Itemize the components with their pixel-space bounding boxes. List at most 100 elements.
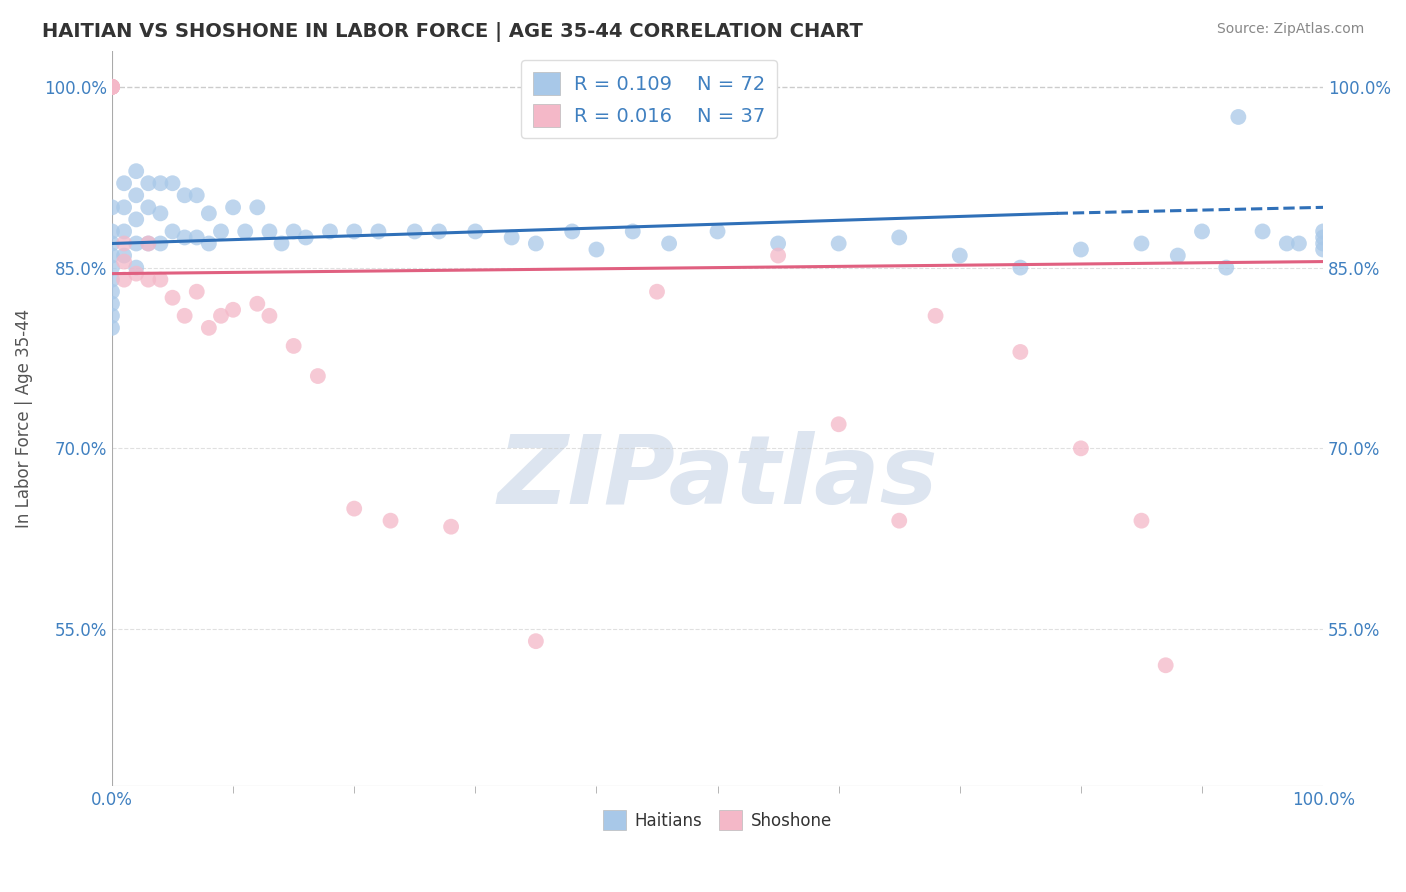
Point [1251, 224, 1274, 238]
Point [125, 236, 148, 251]
Text: HAITIAN VS SHOSHONE IN LABOR FORCE | AGE 35-44 CORRELATION CHART: HAITIAN VS SHOSHONE IN LABOR FORCE | AGE… [42, 22, 863, 42]
Point [645, 285, 668, 299]
Point [1010, 345, 1032, 359]
Point [766, 248, 789, 262]
Point [173, 188, 195, 202]
Point [307, 369, 329, 384]
Text: Source: ZipAtlas.com: Source: ZipAtlas.com [1216, 22, 1364, 37]
Point [112, 254, 135, 268]
Point [524, 236, 547, 251]
Point [198, 321, 221, 335]
Point [827, 236, 849, 251]
Point [149, 176, 172, 190]
Point [404, 224, 426, 238]
Point [101, 79, 124, 94]
Point [112, 224, 135, 238]
Point [658, 236, 681, 251]
Point [136, 236, 159, 251]
Point [380, 514, 402, 528]
Point [889, 514, 911, 528]
Point [283, 339, 305, 353]
Point [270, 236, 292, 251]
Point [1130, 236, 1153, 251]
Point [1312, 224, 1334, 238]
Point [827, 417, 849, 432]
Point [246, 200, 269, 214]
Point [162, 176, 184, 190]
Point [924, 309, 946, 323]
Point [1288, 236, 1310, 251]
Point [1275, 236, 1298, 251]
Point [294, 230, 316, 244]
Point [101, 224, 124, 238]
Point [1215, 260, 1237, 275]
Point [501, 230, 523, 244]
Point [706, 224, 728, 238]
Point [101, 79, 124, 94]
Point [101, 79, 124, 94]
Point [1167, 248, 1189, 262]
Point [186, 230, 208, 244]
Point [222, 302, 245, 317]
Point [367, 224, 389, 238]
Point [136, 273, 159, 287]
Point [101, 321, 124, 335]
Point [209, 224, 232, 238]
Point [259, 224, 281, 238]
Point [1130, 514, 1153, 528]
Point [1312, 236, 1334, 251]
Point [162, 224, 184, 238]
Point [259, 309, 281, 323]
Point [440, 519, 463, 533]
Point [149, 273, 172, 287]
Point [125, 164, 148, 178]
Point [889, 230, 911, 244]
Point [343, 501, 366, 516]
Point [1154, 658, 1177, 673]
Point [112, 176, 135, 190]
Point [101, 200, 124, 214]
Point [1070, 243, 1092, 257]
Point [1312, 230, 1334, 244]
Point [101, 260, 124, 275]
Point [125, 188, 148, 202]
Point [222, 200, 245, 214]
Point [136, 176, 159, 190]
Point [283, 224, 305, 238]
Point [524, 634, 547, 648]
Point [136, 200, 159, 214]
Point [1312, 243, 1334, 257]
Point [319, 224, 342, 238]
Point [101, 79, 124, 94]
Point [186, 285, 208, 299]
Point [112, 273, 135, 287]
Point [101, 79, 124, 94]
Point [621, 224, 644, 238]
Point [561, 224, 583, 238]
Point [136, 236, 159, 251]
Point [101, 79, 124, 94]
Point [209, 309, 232, 323]
Point [1227, 110, 1250, 124]
Point [101, 236, 124, 251]
Y-axis label: In Labor Force | Age 35-44: In Labor Force | Age 35-44 [15, 309, 32, 528]
Point [1070, 442, 1092, 456]
Point [766, 236, 789, 251]
Point [125, 212, 148, 227]
Point [101, 273, 124, 287]
Legend: Haitians, Shoshone: Haitians, Shoshone [596, 804, 839, 837]
Point [173, 230, 195, 244]
Point [198, 206, 221, 220]
Text: ZIPatlas: ZIPatlas [498, 431, 938, 524]
Point [125, 260, 148, 275]
Point [233, 224, 256, 238]
Point [1010, 260, 1032, 275]
Point [343, 224, 366, 238]
Point [949, 248, 972, 262]
Point [162, 291, 184, 305]
Point [112, 200, 135, 214]
Point [198, 236, 221, 251]
Point [101, 285, 124, 299]
Point [246, 297, 269, 311]
Point [149, 236, 172, 251]
